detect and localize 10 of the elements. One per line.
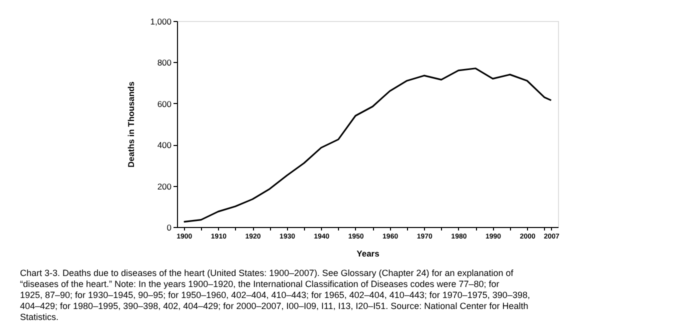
- y-tick-label: 1,000: [150, 16, 172, 26]
- y-tick-label: 800: [157, 58, 172, 68]
- y-tick-label: 0: [166, 222, 172, 232]
- y-axis-title: Deaths in Thousands: [126, 81, 136, 168]
- y-tick-label: 200: [157, 181, 172, 192]
- x-axis-title: Years: [356, 248, 380, 258]
- line-series: [183, 68, 552, 223]
- y-tick-label: 400: [157, 140, 172, 150]
- y-tick-label: 600: [157, 98, 172, 109]
- caption: Chart 3-3. Deaths due to diseases of the heart (United States: 1900–2007). See Glossary (Chapter 24) for an explanation of “diseases of the heart.” Note: In the years 1900–1920, the International Classification of Diseases codes were 77–80; for 1925, 87–90; for 1930–1945, 90–95; for 1950–1960, 402–404, 410–443; for 1965, 402–404, 410–443; for 1970–1975, 390–398, 404–429; for 1980–1995, 390–398, 402, 404–429; for 2000–2007, I00–I09, I11, I13, I20–I51. Source: National Center for Health Statistics.: [20, 268, 530, 322]
